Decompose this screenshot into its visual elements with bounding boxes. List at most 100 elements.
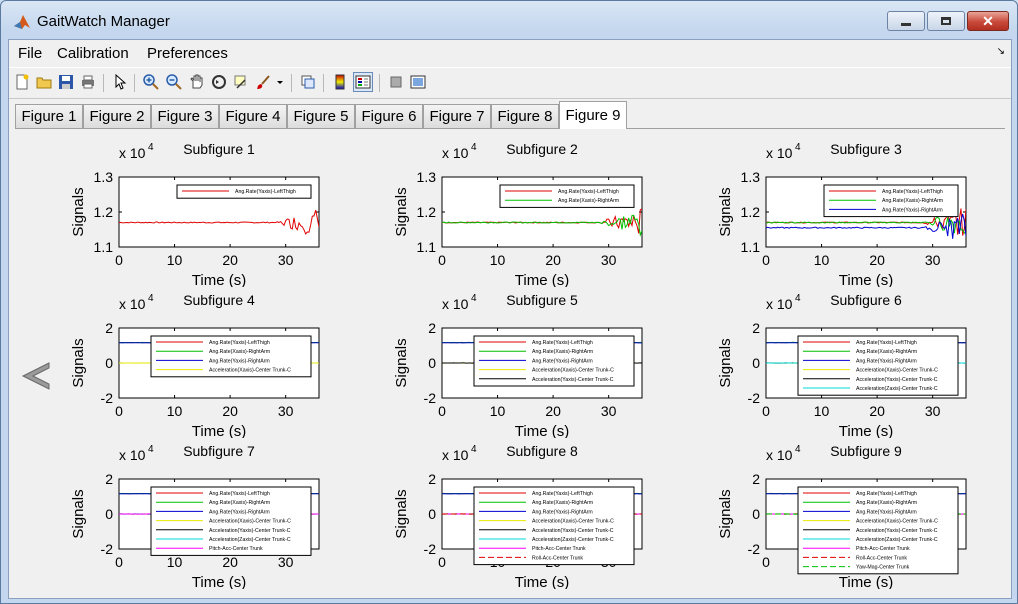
tab-figure-1[interactable]: Figure 1 xyxy=(15,104,83,128)
title-bar[interactable]: GaitWatch Manager ✕ xyxy=(1,1,1017,39)
y-exponent: 4 xyxy=(795,142,801,153)
menu-preferences[interactable]: Preferences xyxy=(147,45,228,62)
y-tick-label: 2 xyxy=(105,471,113,487)
y-exponent-base: x 10 xyxy=(119,296,146,312)
legend-label: Ang.Rate(Yaxis)-LeftThigh xyxy=(532,340,593,346)
close-button[interactable]: ✕ xyxy=(967,11,1009,31)
series-group xyxy=(766,208,966,239)
x-tick-label: 30 xyxy=(925,252,941,268)
y-exponent: 4 xyxy=(795,444,801,455)
maximize-button[interactable] xyxy=(927,11,965,31)
y-tick-label: -2 xyxy=(101,541,114,557)
back-arrow-button[interactable] xyxy=(19,359,53,393)
y-exponent: 4 xyxy=(148,142,154,153)
y-tick-label: 0 xyxy=(428,355,436,371)
legend-box xyxy=(823,184,959,218)
undock-arrow-icon[interactable]: ↘ xyxy=(996,46,1005,57)
y-axis-label: Signals xyxy=(717,489,734,538)
x-tick-label: 10 xyxy=(490,403,506,419)
menu-calibration[interactable]: Calibration xyxy=(57,45,129,62)
x-tick-label: 20 xyxy=(545,252,561,268)
colorbar-icon[interactable] xyxy=(330,72,350,92)
menu-file[interactable]: File xyxy=(18,45,43,62)
legend-label: Acceleration(Xaxis)-Center Trunk-C xyxy=(209,519,291,525)
legend-box xyxy=(176,184,312,199)
client-area: File Calibration Preferences ↘ xyxy=(8,39,1012,599)
y-tick-label: 1.2 xyxy=(94,204,114,220)
data-cursor-icon[interactable] xyxy=(231,72,251,92)
y-exponent: 4 xyxy=(471,293,477,304)
toolbar xyxy=(9,67,1011,99)
x-axis-label: Time (s) xyxy=(839,574,893,589)
x-tick-label: 30 xyxy=(278,252,294,268)
subfigure-title: Subfigure 5 xyxy=(506,292,578,308)
legend-label: Ang.Rate(Yaxis)-LeftThigh xyxy=(209,491,270,497)
subfigure-title: Subfigure 2 xyxy=(506,141,578,157)
tab-figure-8[interactable]: Figure 8 xyxy=(491,104,559,128)
legend-label: Ang.Rate(Yaxis)-RightArm xyxy=(209,358,270,364)
y-axis-label: Signals xyxy=(70,489,87,538)
tab-figure-7[interactable]: Figure 7 xyxy=(423,104,491,128)
x-tick-label: 0 xyxy=(115,252,123,268)
y-tick-label: 1.1 xyxy=(94,239,114,255)
subfigure-2-plot: Subfigure 2 x 10 4 1.3 1.2 1.10 10 20 30 Time (s)… xyxy=(393,141,643,289)
y-tick-label: 1.3 xyxy=(417,169,437,185)
tab-figure-4[interactable]: Figure 4 xyxy=(219,104,287,128)
subfigure-title: Subfigure 6 xyxy=(830,292,902,308)
new-icon[interactable] xyxy=(12,72,32,92)
open-icon[interactable] xyxy=(34,72,54,92)
legend-label: Acceleration(Xaxis)-Center Trunk-C xyxy=(856,368,938,374)
legend-label: Acceleration(Xaxis)-Center Trunk-C xyxy=(209,368,291,374)
tab-figure-5[interactable]: Figure 5 xyxy=(287,104,355,128)
x-tick-label: 30 xyxy=(278,554,294,570)
y-tick-label: 0 xyxy=(752,506,760,522)
y-tick-label: -2 xyxy=(424,390,437,406)
legend-icon[interactable] xyxy=(353,72,373,92)
hide-plot-tools-icon[interactable] xyxy=(386,72,406,92)
x-tick-label: 30 xyxy=(925,403,941,419)
brush-icon[interactable] xyxy=(254,72,274,92)
minimize-button[interactable] xyxy=(887,11,925,31)
legend-label: Ang.Rate(Yaxis)-RightArm xyxy=(882,207,943,213)
series-line xyxy=(766,213,966,239)
save-icon[interactable] xyxy=(56,72,76,92)
tab-figure-3[interactable]: Figure 3 xyxy=(151,104,219,128)
tab-figure-6[interactable]: Figure 6 xyxy=(355,104,423,128)
legend-label: Ang.Rate(Yaxis)-RightArm xyxy=(209,509,270,515)
zoom-in-icon[interactable] xyxy=(141,72,161,92)
legend-label: Acceleration(Xaxis)-Center Trunk-C xyxy=(532,519,614,525)
x-tick-label: 20 xyxy=(222,403,238,419)
x-axis-label: Time (s) xyxy=(192,423,246,438)
x-tick-label: 10 xyxy=(167,403,183,419)
legend-label: Acceleration(Yaxis)-Center Trunk-C xyxy=(532,528,614,534)
x-tick-label: 0 xyxy=(762,252,770,268)
y-axis-label: Signals xyxy=(70,187,87,236)
legend-box xyxy=(797,486,959,575)
tab-figure-9[interactable]: Figure 9 xyxy=(559,101,627,129)
rotate-icon[interactable] xyxy=(209,72,229,92)
y-exponent-base: x 10 xyxy=(766,296,793,312)
pan-icon[interactable] xyxy=(187,72,207,92)
tab-figure-2[interactable]: Figure 2 xyxy=(83,104,151,128)
y-exponent-base: x 10 xyxy=(119,145,146,161)
zoom-out-icon[interactable] xyxy=(164,72,184,92)
x-tick-label: 0 xyxy=(115,554,123,570)
pointer-icon[interactable] xyxy=(110,72,130,92)
y-tick-label: 0 xyxy=(428,506,436,522)
show-plot-tools-icon[interactable] xyxy=(408,72,428,92)
legend-label: Ang.Rate(Xaxis)-RightArm xyxy=(558,198,619,204)
brush-dropdown-icon[interactable] xyxy=(275,72,285,92)
legend-label: Ang.Rate(Yaxis)-RightArm xyxy=(856,509,917,515)
subfigure-3-plot: Subfigure 3 x 10 4 1.3 1.2 1.10 10 20 30 Time (s)… xyxy=(717,141,967,289)
link-icon[interactable] xyxy=(298,72,318,92)
close-icon: ✕ xyxy=(982,12,994,29)
print-icon[interactable] xyxy=(78,72,98,92)
x-tick-label: 30 xyxy=(601,403,617,419)
legend-box xyxy=(150,486,312,556)
y-axis-label: Signals xyxy=(393,489,410,538)
